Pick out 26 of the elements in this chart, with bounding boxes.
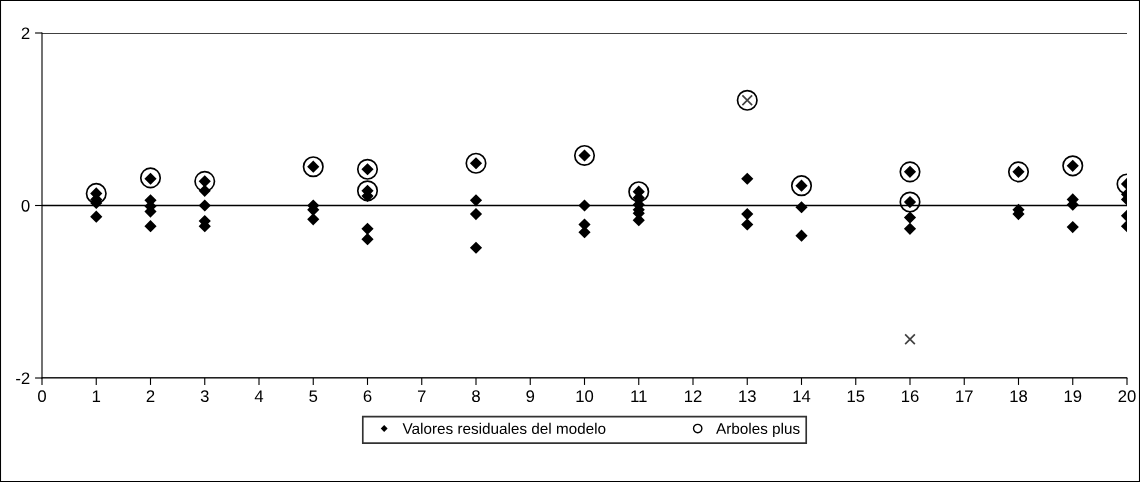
x-tick-label: 0 bbox=[38, 390, 46, 403]
x-tick-label: 14 bbox=[793, 390, 811, 402]
x-tick-label: 19 bbox=[1064, 390, 1082, 403]
y-tick-label: 2 bbox=[21, 27, 30, 40]
x-tick-label: 8 bbox=[472, 390, 480, 403]
legend-label: Valores residuales del modelo bbox=[402, 422, 606, 435]
x-tick-label: 15 bbox=[847, 390, 865, 403]
x-tick-label: 18 bbox=[1010, 390, 1028, 403]
y-tick-label: 0 bbox=[21, 199, 30, 212]
x-tick-label: 17 bbox=[956, 390, 973, 402]
x-tick-label: 5 bbox=[309, 390, 318, 403]
y-tick-label: -2 bbox=[16, 372, 30, 385]
x-tick-label: 3 bbox=[200, 390, 209, 403]
x-tick-label: 6 bbox=[363, 390, 372, 403]
x-tick-label: 12 bbox=[685, 390, 702, 402]
x-tick-label: 11 bbox=[631, 390, 647, 402]
x-tick-label: 13 bbox=[739, 390, 756, 403]
x-tick-label: 10 bbox=[576, 390, 594, 403]
x-tick-label: 7 bbox=[417, 390, 426, 402]
x-tick-label: 16 bbox=[902, 390, 919, 403]
x-tick-label: 4 bbox=[254, 390, 264, 402]
x-tick-label: 9 bbox=[526, 390, 535, 403]
x-tick-label: 20 bbox=[1118, 390, 1136, 403]
x-tick-label: 2 bbox=[146, 390, 155, 402]
x-tick-label: 1 bbox=[92, 390, 101, 402]
legend-label: Arboles plus bbox=[716, 422, 800, 438]
